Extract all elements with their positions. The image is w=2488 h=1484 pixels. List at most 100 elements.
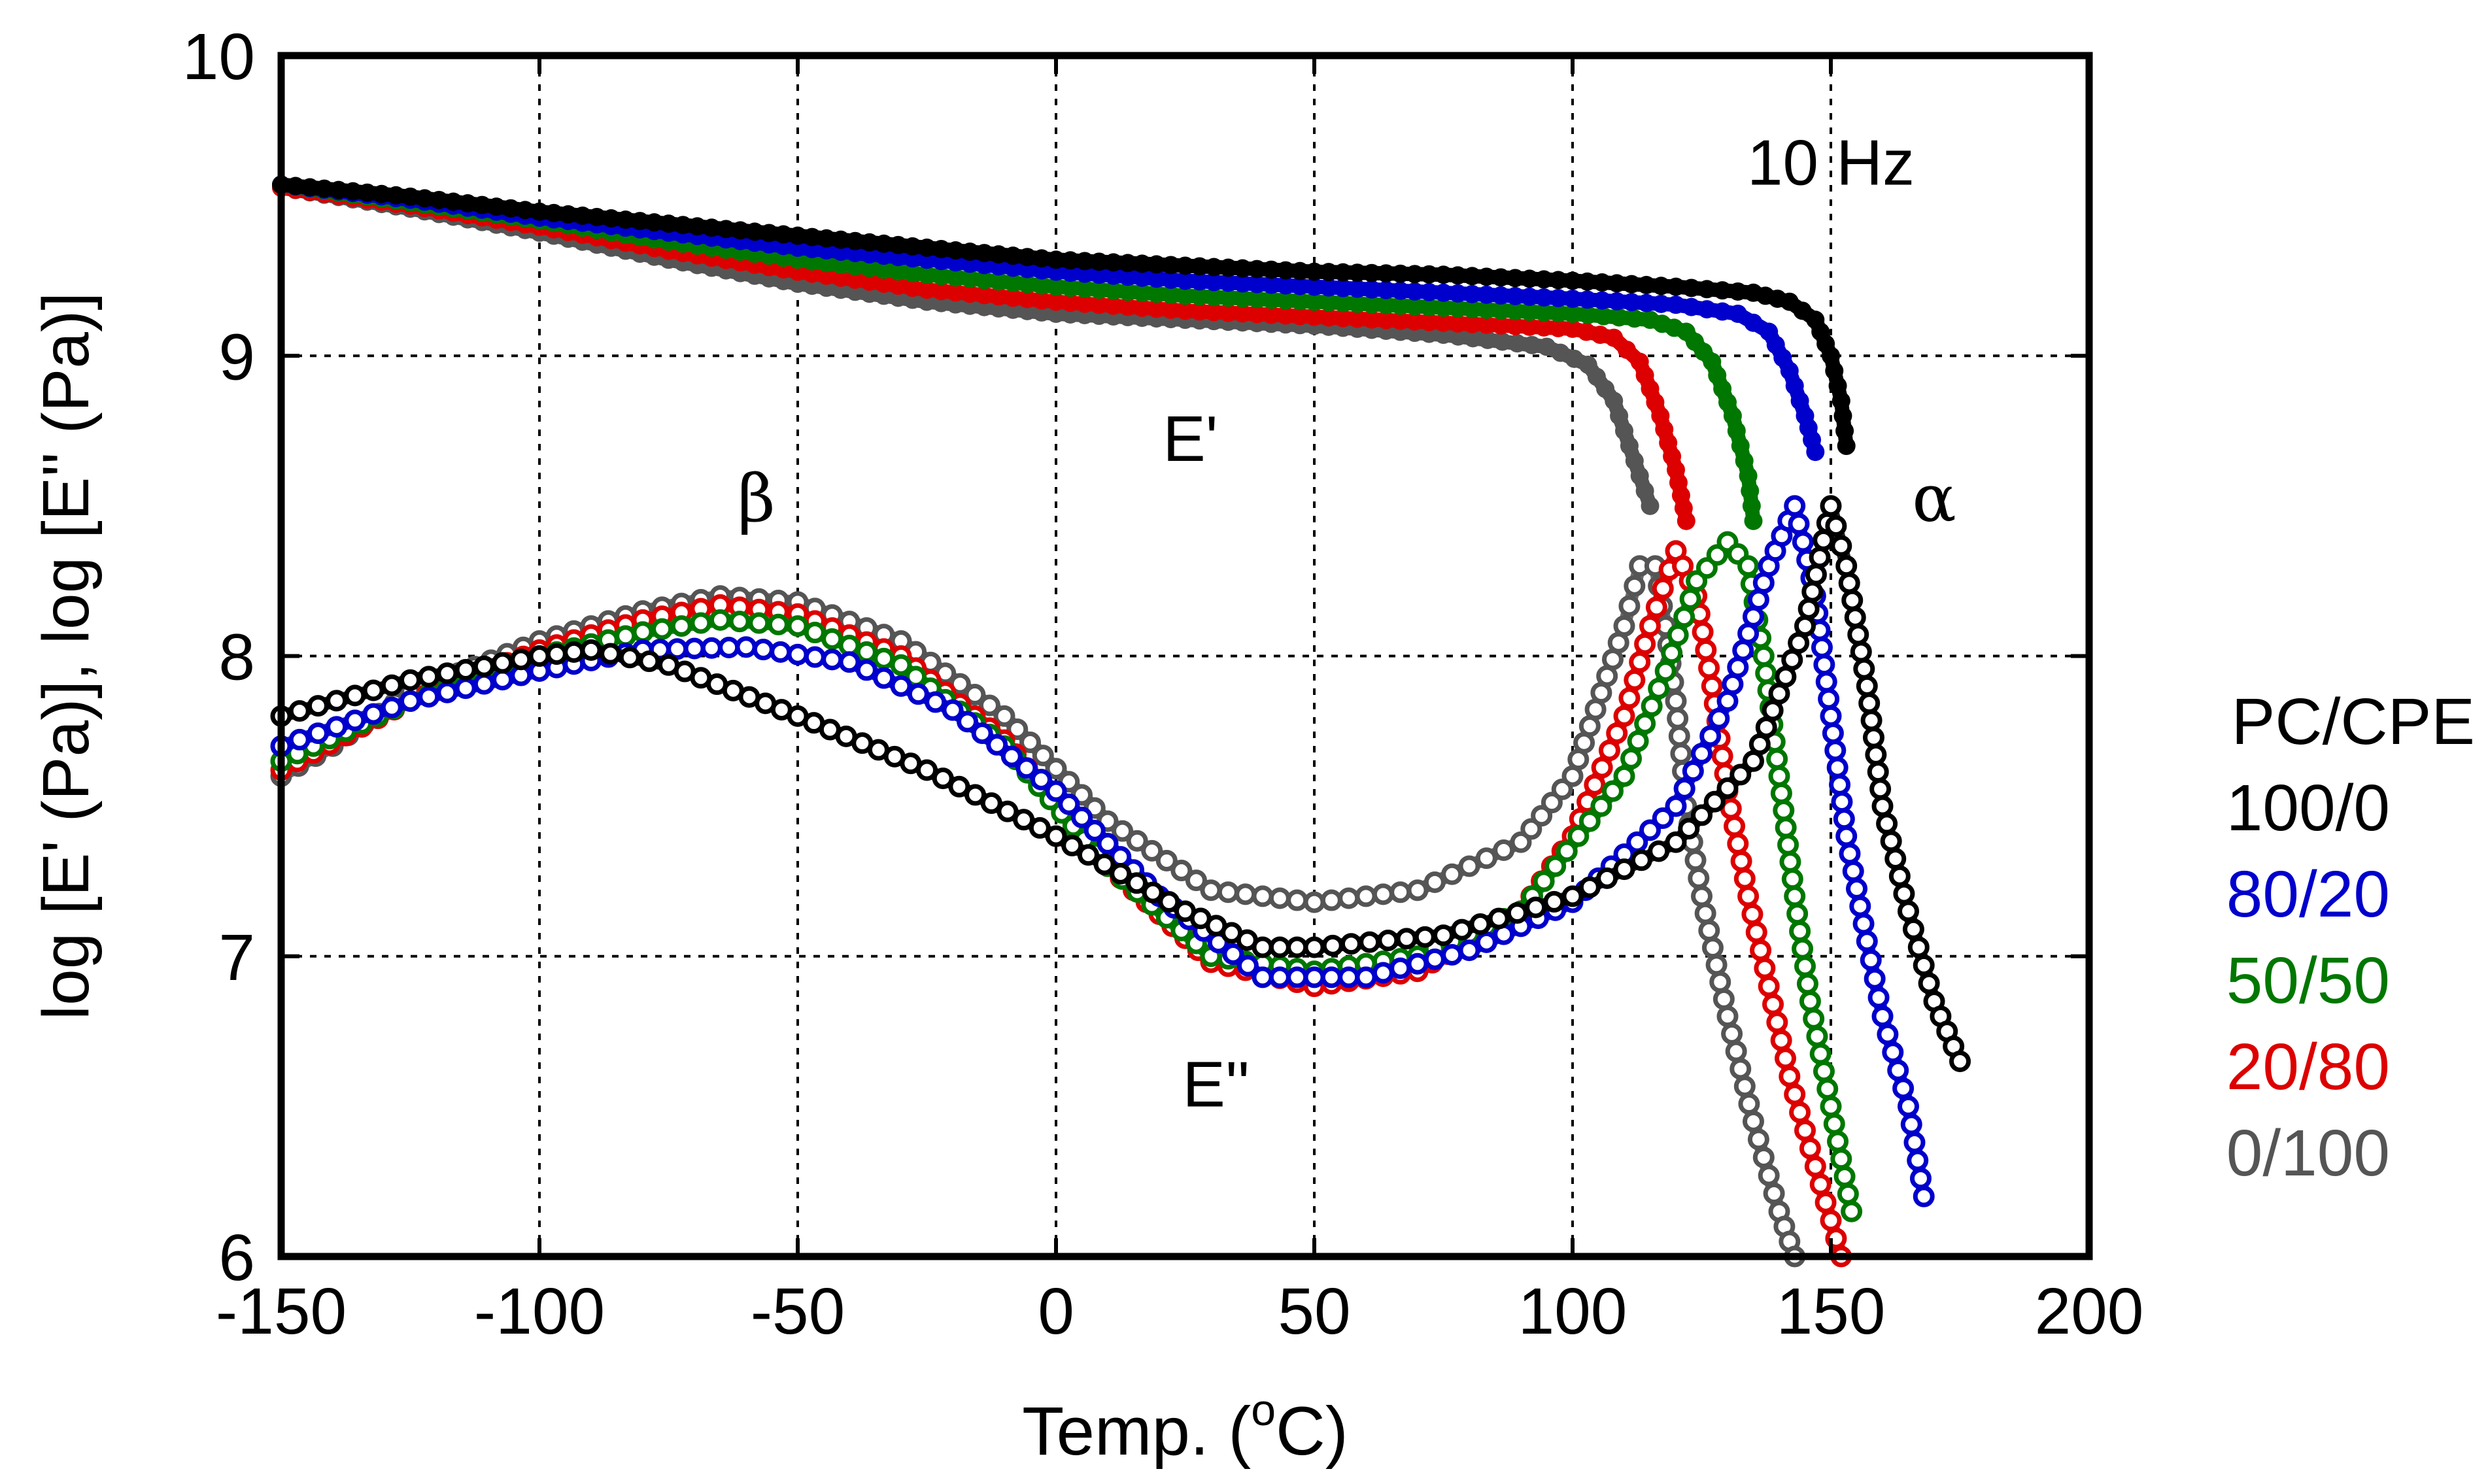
storage-point [1635, 481, 1654, 500]
loss-point [1158, 891, 1180, 913]
loss-point [1661, 642, 1683, 664]
storage-point [1004, 246, 1023, 265]
storage-point [1728, 282, 1747, 301]
loss-point [1303, 891, 1325, 913]
loss-point [1170, 860, 1193, 882]
storage-point [343, 182, 362, 201]
loss-point [563, 641, 585, 663]
loss-point [1768, 765, 1790, 787]
loss-point [1758, 1164, 1780, 1187]
loss-point [1561, 885, 1584, 907]
loss-point [1847, 624, 1869, 646]
loss-point [1888, 865, 1911, 887]
loss-point [1820, 1095, 1842, 1117]
storage-point [1291, 307, 1310, 326]
storage-point [1305, 292, 1323, 311]
loss-point [1860, 709, 1883, 732]
storage-point [1133, 268, 1151, 287]
storage-point [1506, 286, 1525, 305]
storage-point [831, 255, 850, 274]
loss-point [1820, 705, 1842, 727]
loss-point [1775, 817, 1797, 839]
loss-point [1794, 615, 1816, 637]
loss-point [971, 722, 993, 745]
storage-point [1463, 299, 1482, 318]
loss-point [1907, 936, 1930, 958]
storage-point [1391, 311, 1410, 330]
loss-point [1803, 1007, 1825, 1030]
loss-point [1830, 1148, 1852, 1170]
storage-point [1793, 301, 1812, 320]
loss-point [1871, 795, 1894, 817]
storage-point [573, 206, 592, 225]
storage-point [530, 202, 549, 221]
loss-point [1058, 793, 1080, 815]
loss-point [638, 650, 660, 673]
loss-point [1083, 819, 1106, 841]
loss-point [1691, 804, 1713, 826]
storage-point [1276, 276, 1295, 295]
loss-point [1006, 718, 1029, 740]
storage-point [1004, 288, 1023, 307]
loss-point [1841, 589, 1864, 611]
loss-point [1796, 973, 1818, 995]
loss-point [1876, 813, 1898, 835]
storage-point [1075, 279, 1094, 298]
loss-point [632, 621, 654, 643]
loss-point [752, 639, 774, 661]
loss-point [381, 674, 403, 696]
loss-point [1678, 818, 1700, 840]
storage-point [1477, 315, 1496, 334]
loss-point [1907, 1149, 1929, 1172]
storage-point [1448, 284, 1467, 303]
storage-point [1615, 422, 1633, 441]
storage-point [989, 272, 1008, 291]
storage-point [1535, 270, 1554, 289]
loss-point [1789, 920, 1811, 942]
storage-point [1219, 273, 1238, 292]
storage-point [1806, 443, 1825, 462]
storage-point [1176, 286, 1195, 305]
loss-point [978, 694, 1000, 717]
loss-point [1755, 662, 1777, 684]
loss-point [400, 669, 421, 691]
loss-point [492, 652, 514, 674]
loss-modulus-label: E'' [1183, 1048, 1250, 1120]
loss-point [1777, 834, 1799, 856]
loss-point [1533, 870, 1555, 892]
loss-point [957, 711, 979, 733]
loss-point [1433, 924, 1454, 947]
loss-point [1784, 885, 1806, 907]
loss-point [1578, 876, 1601, 898]
loss-point [690, 612, 712, 634]
loss-point [890, 675, 912, 697]
loss-point [1630, 849, 1652, 871]
loss-point [1355, 966, 1377, 988]
loss-point [418, 686, 440, 708]
storage-series-20-80 [272, 178, 1696, 530]
storage-point [1551, 343, 1570, 362]
loss-point [1745, 921, 1767, 943]
storage-point [1391, 281, 1410, 300]
storage-point [1219, 258, 1238, 277]
legend-item-100-0: 100/0 [2226, 771, 2390, 845]
loss-point [700, 637, 723, 659]
storage-point [1376, 280, 1395, 299]
storage-point [1637, 294, 1656, 312]
loss-point [1543, 890, 1565, 913]
storage-point [1491, 286, 1510, 305]
storage-point [1219, 288, 1238, 307]
loss-point [1112, 820, 1134, 842]
loss-point [838, 651, 861, 673]
storage-point [1391, 296, 1410, 315]
storage-point [1118, 254, 1137, 273]
storage-point [774, 225, 793, 244]
axis-ticks: -150 -100 -50 0 50 100 150 200 6 7 8 9 10 [182, 20, 2144, 1348]
loss-point [1252, 936, 1274, 958]
storage-point [903, 237, 922, 256]
storage-point [386, 186, 405, 205]
storage-point [1104, 296, 1123, 315]
loss-point [1752, 572, 1775, 594]
loss-point [1743, 750, 1764, 772]
loss-point [288, 728, 311, 750]
